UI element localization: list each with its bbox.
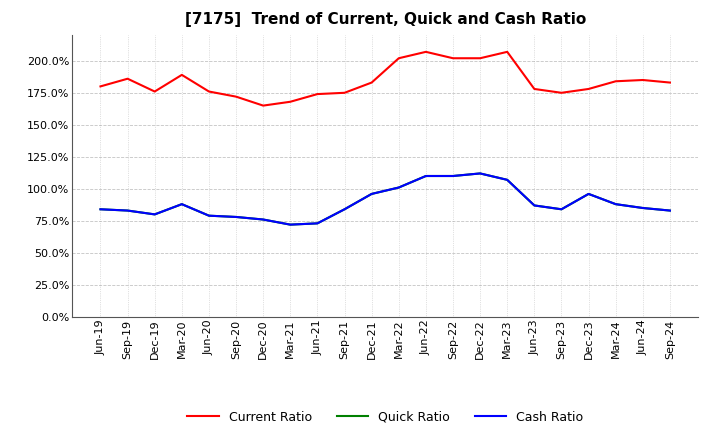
- Quick Ratio: [611, 202, 620, 207]
- Quick Ratio: [367, 191, 376, 197]
- Cash Ratio: [584, 191, 593, 197]
- Quick Ratio: [150, 212, 159, 217]
- Cash Ratio: [421, 173, 430, 179]
- Current Ratio: [150, 89, 159, 94]
- Quick Ratio: [665, 208, 674, 213]
- Current Ratio: [313, 92, 322, 97]
- Current Ratio: [286, 99, 294, 104]
- Cash Ratio: [178, 202, 186, 207]
- Current Ratio: [665, 80, 674, 85]
- Quick Ratio: [584, 191, 593, 197]
- Current Ratio: [232, 94, 240, 99]
- Line: Quick Ratio: Quick Ratio: [101, 173, 670, 225]
- Current Ratio: [341, 90, 349, 95]
- Line: Current Ratio: Current Ratio: [101, 52, 670, 106]
- Quick Ratio: [123, 208, 132, 213]
- Quick Ratio: [286, 222, 294, 227]
- Line: Cash Ratio: Cash Ratio: [101, 173, 670, 225]
- Cash Ratio: [313, 221, 322, 226]
- Quick Ratio: [204, 213, 213, 218]
- Cash Ratio: [449, 173, 457, 179]
- Cash Ratio: [367, 191, 376, 197]
- Current Ratio: [395, 55, 403, 61]
- Cash Ratio: [232, 214, 240, 220]
- Quick Ratio: [341, 207, 349, 212]
- Cash Ratio: [639, 205, 647, 211]
- Cash Ratio: [395, 185, 403, 190]
- Cash Ratio: [557, 207, 566, 212]
- Current Ratio: [584, 86, 593, 92]
- Quick Ratio: [476, 171, 485, 176]
- Current Ratio: [96, 84, 105, 89]
- Current Ratio: [204, 89, 213, 94]
- Quick Ratio: [557, 207, 566, 212]
- Quick Ratio: [421, 173, 430, 179]
- Cash Ratio: [96, 207, 105, 212]
- Current Ratio: [259, 103, 268, 108]
- Current Ratio: [476, 55, 485, 61]
- Quick Ratio: [503, 177, 511, 183]
- Cash Ratio: [530, 203, 539, 208]
- Quick Ratio: [259, 217, 268, 222]
- Current Ratio: [611, 79, 620, 84]
- Cash Ratio: [665, 208, 674, 213]
- Cash Ratio: [286, 222, 294, 227]
- Cash Ratio: [150, 212, 159, 217]
- Quick Ratio: [96, 207, 105, 212]
- Current Ratio: [123, 76, 132, 81]
- Cash Ratio: [503, 177, 511, 183]
- Current Ratio: [367, 80, 376, 85]
- Cash Ratio: [341, 207, 349, 212]
- Title: [7175]  Trend of Current, Quick and Cash Ratio: [7175] Trend of Current, Quick and Cash …: [184, 12, 586, 27]
- Quick Ratio: [639, 205, 647, 211]
- Current Ratio: [639, 77, 647, 83]
- Current Ratio: [449, 55, 457, 61]
- Cash Ratio: [259, 217, 268, 222]
- Current Ratio: [557, 90, 566, 95]
- Cash Ratio: [204, 213, 213, 218]
- Cash Ratio: [123, 208, 132, 213]
- Legend: Current Ratio, Quick Ratio, Cash Ratio: Current Ratio, Quick Ratio, Cash Ratio: [182, 406, 588, 429]
- Cash Ratio: [476, 171, 485, 176]
- Quick Ratio: [178, 202, 186, 207]
- Current Ratio: [421, 49, 430, 55]
- Cash Ratio: [611, 202, 620, 207]
- Quick Ratio: [530, 203, 539, 208]
- Quick Ratio: [313, 221, 322, 226]
- Quick Ratio: [395, 185, 403, 190]
- Quick Ratio: [232, 214, 240, 220]
- Current Ratio: [503, 49, 511, 55]
- Current Ratio: [178, 72, 186, 77]
- Quick Ratio: [449, 173, 457, 179]
- Current Ratio: [530, 86, 539, 92]
